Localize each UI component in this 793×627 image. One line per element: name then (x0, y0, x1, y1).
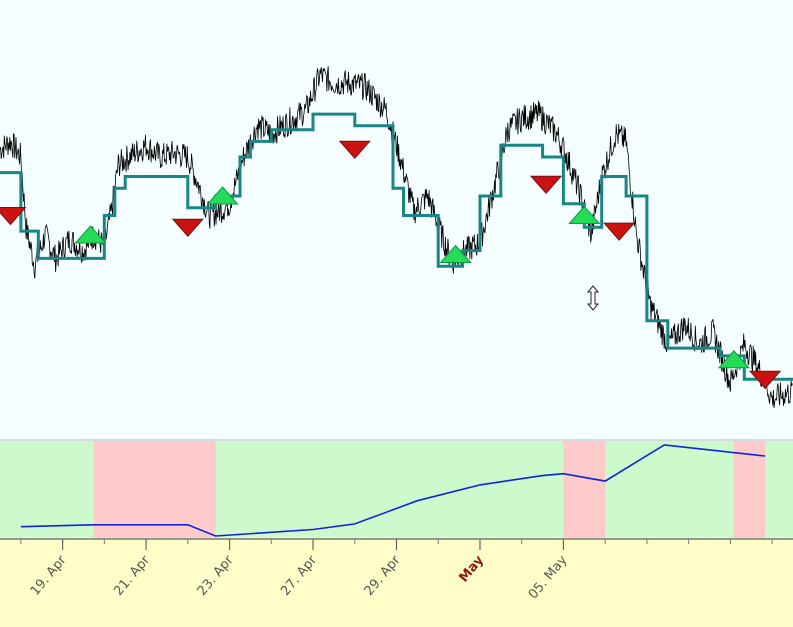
sell-signal-icon (529, 175, 563, 195)
indicator-panel (0, 441, 793, 538)
price-panel (0, 0, 793, 440)
x-axis: 19. Apr 21. Apr 23. Apr 27. Apr 29. Apr May 05… (0, 538, 793, 627)
buy-signal-icon (74, 225, 107, 244)
buy-signal-icon (206, 186, 239, 205)
indicator-shaded-regions (93, 441, 766, 538)
indicator-line-layer (20, 444, 766, 537)
indicator-line (20, 444, 766, 537)
x-axis-background (0, 538, 793, 627)
sell-signal-icon (0, 207, 27, 226)
sell-signal-icon (171, 218, 204, 237)
price-trace-layer (0, 66, 793, 409)
sell-signal-icon (749, 370, 782, 390)
price-panel-background (0, 0, 793, 440)
stepped-level-layer (0, 112, 793, 381)
indicator-shaded-region (733, 441, 766, 538)
price-trace-line (0, 66, 793, 409)
indicator-shaded-region (563, 441, 606, 538)
indicator-shaded-region (93, 441, 216, 538)
sell-signal-icon (602, 222, 636, 241)
resize-vertical-icon (586, 285, 600, 311)
buy-signal-icon (439, 244, 472, 263)
stepped-level-line (0, 112, 793, 381)
signal-markers-layer (0, 140, 782, 390)
buy-signal-icon (717, 350, 750, 369)
sell-signal-icon (338, 140, 371, 159)
buy-signal-icon (568, 205, 601, 224)
